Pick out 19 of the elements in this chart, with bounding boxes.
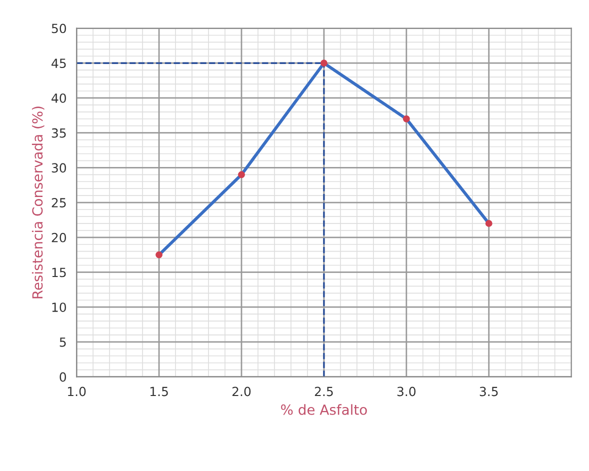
y-tick-label: 50 — [52, 24, 66, 34]
y-axis-title: Resistencia Conservada (%) — [32, 106, 44, 298]
y-tick-label: 35 — [52, 128, 66, 138]
y-tick-label: 40 — [52, 93, 66, 103]
x-tick-label: 3.0 — [397, 386, 416, 396]
x-axis-title: % de Asfalto — [281, 404, 367, 415]
x-tick-label: 1.5 — [150, 386, 168, 396]
y-tick-label: 0 — [60, 372, 66, 382]
x-tick-label: 2.0 — [232, 386, 251, 396]
y-tick-label: 30 — [52, 163, 66, 173]
x-tick-label: 3.5 — [480, 386, 498, 396]
x-tick-label: 2.5 — [314, 386, 333, 396]
y-tick-label: 20 — [52, 232, 66, 242]
x-tick-label: 1.0 — [68, 386, 86, 396]
y-tick-label: 10 — [52, 302, 66, 312]
y-tick-label: 25 — [52, 198, 66, 208]
y-tick-label: 5 — [60, 338, 66, 347]
y-tick-label: 45 — [52, 58, 66, 68]
y-tick-label: 15 — [52, 268, 66, 278]
